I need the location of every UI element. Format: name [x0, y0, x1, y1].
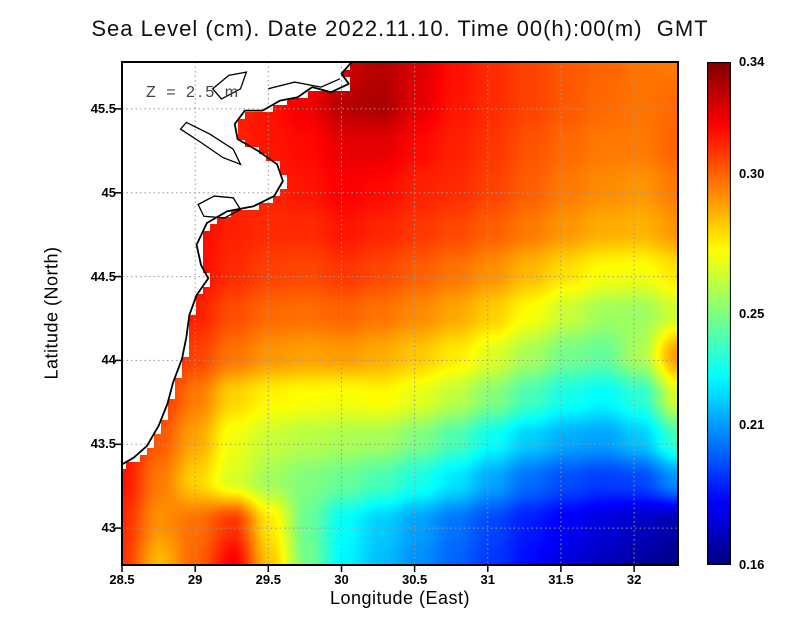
y-axis-label: Latitude (North) — [41, 246, 62, 380]
x-tick-label: 30.5 — [401, 572, 428, 587]
chart-title: Sea Level (cm). Date 2022.11.10. Time 00… — [91, 16, 709, 41]
colorbar-tick-label: 0.30 — [739, 165, 765, 181]
y-tick-label: 43 — [101, 520, 116, 536]
x-axis-label: Longitude (East) — [329, 588, 471, 608]
heatmap-canvas — [122, 62, 678, 565]
y-tick-label: 45.5 — [90, 100, 116, 116]
x-tick-label: 29 — [187, 572, 203, 587]
x-tick-label: 29.5 — [255, 572, 281, 587]
x-tick-label: 31 — [480, 572, 496, 587]
x-tick-label: 28.5 — [109, 572, 135, 587]
x-tick-label: 32 — [626, 572, 642, 587]
x-tick-label: 31.5 — [548, 572, 574, 587]
y-tick-label: 44.5 — [90, 268, 116, 284]
y-tick-label: 44 — [101, 352, 116, 368]
colorbar-tick-label: 0.34 — [739, 54, 765, 69]
colorbar-tick-label: 0.25 — [739, 305, 765, 321]
colorbar — [707, 62, 731, 565]
colorbar-tick-label: 0.21 — [739, 417, 765, 433]
colorbar-tick-label: 0.16 — [739, 557, 765, 572]
x-tick-label: 30 — [334, 572, 349, 587]
y-tick-label: 45 — [101, 184, 116, 200]
depth-annotation: Z = 2.5 m — [146, 84, 242, 101]
y-tick-label: 43.5 — [90, 436, 116, 452]
